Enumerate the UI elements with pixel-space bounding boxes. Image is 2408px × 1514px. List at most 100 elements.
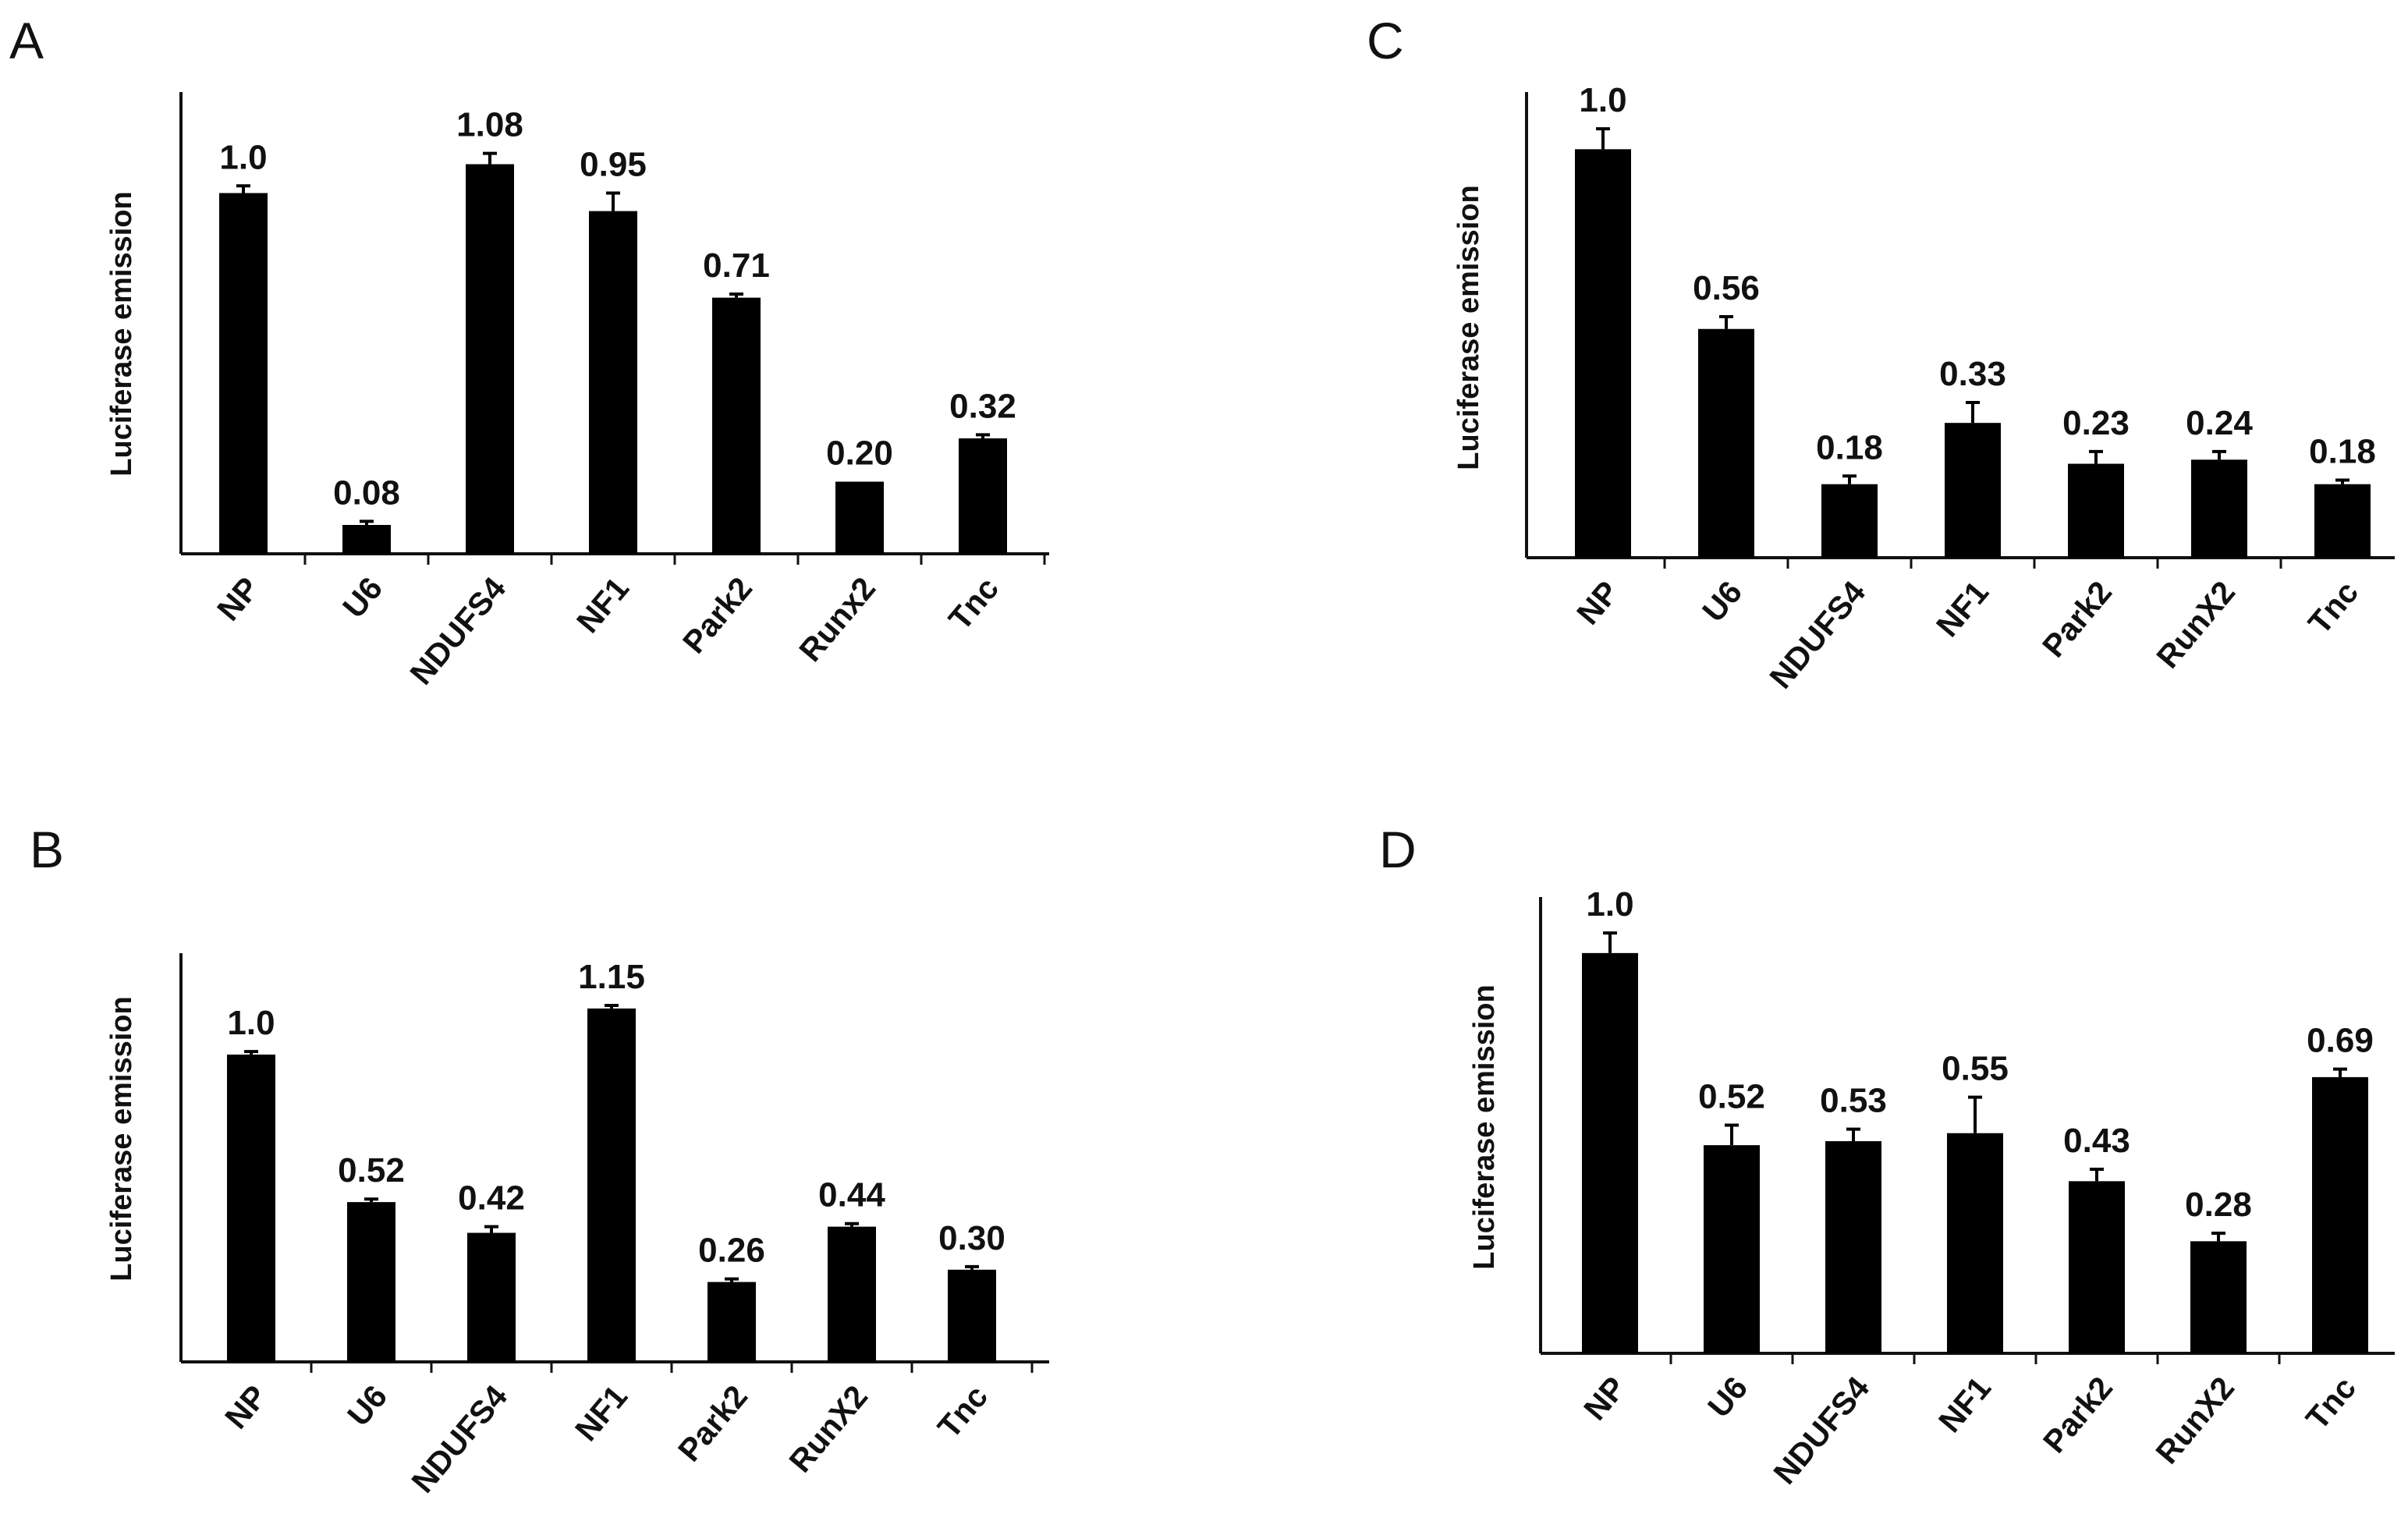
panel-b-x-tick-label-runx2: RunX2 <box>782 1378 874 1479</box>
panel-a-bar-u6 <box>342 525 391 554</box>
panel-c-x-tick-label-ndufs4: NDUFS4 <box>1763 574 1873 695</box>
panel-c-bar-np <box>1575 149 1631 558</box>
panel-c-value-label-ndufs4: 0.18 <box>1816 428 1883 466</box>
panel-d-x-tick-label-ndufs4: NDUFS4 <box>1767 1370 1877 1491</box>
panel-b-value-label-park2: 0.26 <box>698 1232 765 1270</box>
panel-a-value-label-runx2: 0.20 <box>826 434 893 473</box>
panel-a-bar-runx2 <box>835 481 884 554</box>
panel-b-plot: 1.0 NP 0.52 U6 0.42 NDUFS4 1.15 NF1 0.26 Park2 0.4… <box>179 953 1049 1499</box>
panel-b-value-label-u6: 0.52 <box>338 1151 405 1190</box>
panel-c-bar-runx2 <box>2191 459 2247 558</box>
panel-a-value-label-tnc: 0.32 <box>949 387 1016 425</box>
panel-d-x-tick-label-nf1: NF1 <box>1931 1370 1998 1439</box>
panel-d-bar-tnc <box>2312 1076 2368 1353</box>
panel-d-bar-u6 <box>1704 1145 1760 1353</box>
panel-b-letter: B <box>30 821 64 878</box>
panel-d-x-tick-label-u6: U6 <box>1700 1370 1754 1424</box>
panel-b-bar-runx2 <box>828 1226 876 1362</box>
panel-a-x-tick-label-nf1: NF1 <box>569 570 636 640</box>
panel-d-bar-ndufs4 <box>1825 1141 1881 1353</box>
panel-b-x-tick-label-tnc: Tnc <box>931 1378 995 1445</box>
panel-c-bar-tnc <box>2314 484 2371 558</box>
panel-a-bar-np <box>219 193 268 554</box>
panel-a-value-label-np: 1.0 <box>219 138 267 176</box>
panel-b-bar-park2 <box>708 1282 756 1362</box>
panel-d-value-label-np: 1.0 <box>1586 885 1633 924</box>
panel-c-y-axis-label: Luciferase emission <box>1452 185 1485 470</box>
panel-d-bar-runx2 <box>2190 1241 2247 1353</box>
panel-d-bar-park2 <box>2069 1181 2125 1353</box>
panel-d-bar-np <box>1582 952 1638 1353</box>
panel-d-value-label-ndufs4: 0.53 <box>1820 1082 1887 1120</box>
panel-d-plot: 1.0 NP 0.52 U6 0.53 NDUFS4 0.55 NF1 0.43 Park2 0.2… <box>1539 885 2395 1491</box>
panel-c: C Luciferase emission 1.0 NP 0.56 U6 0.18 NDU… <box>1367 12 2395 695</box>
panel-c-plot: 1.0 NP 0.56 U6 0.18 NDUFS4 0.33 NF1 0.23 Park2 0.2… <box>1525 81 2395 695</box>
panel-a-value-label-park2: 0.71 <box>703 246 770 285</box>
panel-d-x-tick-label-park2: Park2 <box>2036 1370 2119 1459</box>
panel-d-value-label-park2: 0.43 <box>2063 1122 2130 1160</box>
panel-b-value-label-np: 1.0 <box>227 1004 275 1042</box>
panel-a-value-label-ndufs4: 1.08 <box>456 106 523 144</box>
panel-d-x-tick-label-runx2: RunX2 <box>2148 1370 2241 1470</box>
panel-d: D Luciferase emission 1.0 NP 0.52 U6 0.53 NDU… <box>1379 821 2395 1491</box>
panel-b-bar-np <box>227 1055 275 1362</box>
panel-c-value-label-tnc: 0.18 <box>2309 433 2376 471</box>
panel-c-value-label-np: 1.0 <box>1579 81 1626 119</box>
panel-a-bar-tnc <box>959 438 1007 554</box>
panel-c-value-label-u6: 0.56 <box>1693 269 1760 307</box>
panel-d-x-tick-label-np: NP <box>1576 1370 1633 1427</box>
panel-b-x-tick-label-nf1: NF1 <box>568 1378 634 1448</box>
panel-c-x-tick-label-np: NP <box>1569 574 1626 631</box>
panel-d-letter: D <box>1379 821 1417 878</box>
panel-a-x-tick-label-runx2: Runx2 <box>792 570 882 668</box>
panel-d-value-label-u6: 0.52 <box>1698 1078 1765 1116</box>
panel-c-x-tick-label-u6: U6 <box>1695 574 1749 629</box>
panel-c-x-tick-label-tnc: Tnc <box>2301 574 2365 640</box>
panel-a-x-tick-label-ndufs4: NDUFS4 <box>403 570 513 691</box>
panel-b-value-label-tnc: 0.30 <box>938 1219 1005 1257</box>
panel-d-bar-nf1 <box>1947 1133 2003 1353</box>
panel-b: B Luciferase emission 1.0 NP 0.52 U6 0.42 NDU… <box>30 821 1049 1499</box>
panel-c-x-tick-label-runx2: RunX2 <box>2149 574 2242 675</box>
panel-a-bar-park2 <box>712 297 761 554</box>
panel-b-value-label-nf1: 1.15 <box>578 958 645 996</box>
panel-d-value-label-tnc: 0.69 <box>2307 1022 2374 1060</box>
panel-c-value-label-runx2: 0.24 <box>2186 404 2253 442</box>
panel-c-bar-park2 <box>2068 463 2124 558</box>
panel-a-bar-nf1 <box>589 211 637 554</box>
panel-b-x-tick-label-np: NP <box>218 1378 274 1435</box>
panel-a: A Luciferase emission 1.0 NP 0.08 U6 1.08 NDU… <box>9 12 1049 691</box>
panel-a-plot: 1.0 NP 0.08 U6 1.08 NDUFS4 0.95 NF1 0.71 Park2 0.2… <box>179 92 1049 691</box>
panel-c-x-tick-label-park2: Park2 <box>2035 574 2119 664</box>
panel-d-x-tick-label-tnc: Tnc <box>2299 1370 2363 1436</box>
panel-a-x-tick-label-tnc: Tnc <box>942 570 1005 636</box>
panel-c-x-tick-label-nf1: NF1 <box>1929 574 1995 644</box>
panel-d-value-label-nf1: 0.55 <box>1942 1050 2009 1088</box>
panel-b-value-label-ndufs4: 0.42 <box>458 1179 525 1218</box>
panel-a-bar-ndufs4 <box>466 164 514 554</box>
panel-c-value-label-nf1: 0.33 <box>1939 355 2006 393</box>
panel-b-x-tick-label-u6: U6 <box>340 1378 394 1433</box>
panel-d-value-label-runx2: 0.28 <box>2185 1186 2252 1224</box>
panel-b-bar-ndufs4 <box>467 1232 516 1362</box>
panel-b-x-tick-label-park2: Park2 <box>671 1378 754 1468</box>
panel-c-bar-nf1 <box>1945 423 2001 558</box>
panel-a-value-label-nf1: 0.95 <box>580 146 647 184</box>
panel-b-bar-tnc <box>948 1269 996 1362</box>
panel-b-x-tick-label-ndufs4: NDUFS4 <box>405 1378 515 1499</box>
panel-d-y-axis-label: Luciferase emission <box>1468 984 1501 1269</box>
panel-b-bar-u6 <box>347 1202 395 1362</box>
panel-c-bar-u6 <box>1698 328 1754 558</box>
panel-b-y-axis-label: Luciferase emission <box>105 996 138 1281</box>
panel-b-value-label-runx2: 0.44 <box>818 1176 885 1214</box>
panel-a-y-axis-label: Luciferase emission <box>105 191 138 476</box>
panel-c-value-label-park2: 0.23 <box>2062 404 2130 442</box>
panel-a-x-tick-label-u6: U6 <box>335 570 389 625</box>
panel-c-letter: C <box>1367 12 1404 69</box>
panel-a-x-tick-label-park2: Park2 <box>676 570 759 660</box>
panel-a-value-label-u6: 0.08 <box>333 473 400 512</box>
panel-a-letter: A <box>9 12 44 69</box>
panel-b-bar-nf1 <box>587 1008 636 1362</box>
panel-c-bar-ndufs4 <box>1821 484 1878 558</box>
